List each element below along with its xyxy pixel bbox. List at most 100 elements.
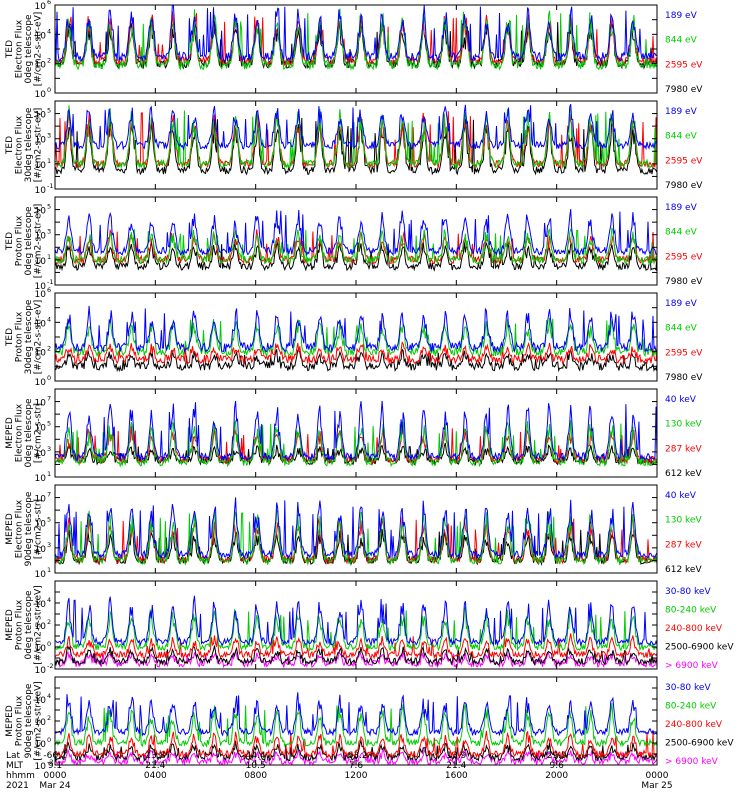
y-tick-exponent: 6: [47, 0, 51, 6]
x-tick-label: 9.6: [550, 761, 565, 771]
y-tick-label: 10: [35, 136, 47, 146]
y-tick-exponent: 2: [47, 345, 51, 353]
x-tick-label: 2000: [545, 771, 568, 781]
legend-entry: 2595 eV: [665, 252, 703, 262]
x-row-label: MLT: [6, 761, 24, 771]
y-axis-label-line: 0deg telescope: [24, 398, 34, 468]
y-tick-exponent: -1: [47, 278, 53, 286]
legend-entry: 189 eV: [665, 11, 698, 21]
legend-entry: 7980 eV: [665, 85, 703, 95]
series-line-80-240-kev: [55, 702, 657, 748]
y-axis-label-line: MEPED: [5, 513, 15, 545]
series-line-612-kev: [55, 442, 657, 467]
y-tick-exponent: 1: [47, 470, 51, 478]
y-tick-label: 10: [35, 378, 47, 388]
y-tick-label: 10: [35, 520, 47, 530]
y-tick-label: 10: [35, 207, 47, 217]
x-tick-label: 1600: [445, 771, 468, 781]
y-tick-label: 10: [35, 290, 47, 300]
legend-entry: 7980 eV: [665, 181, 703, 191]
legend-entry: 2500-6900 keV: [665, 643, 734, 653]
series-line-130-kev: [55, 508, 657, 566]
y-tick-label: 10: [35, 600, 47, 610]
y-tick-exponent: 3: [47, 445, 51, 453]
y-tick-exponent: -2: [47, 662, 53, 670]
series-line-40-kev: [55, 497, 657, 560]
legend-entry: 287 keV: [665, 540, 702, 550]
y-axis-label-line: Electron Flux: [15, 499, 25, 558]
y-tick-label: 10: [35, 622, 47, 632]
y-tick-exponent: 0: [47, 86, 51, 94]
y-axis-label-line: 0deg telescope: [24, 206, 34, 276]
y-tick-label: 10: [35, 349, 47, 359]
y-axis-label-line: 90deg telescope: [24, 683, 34, 758]
legend-entry: 30-80 keV: [665, 683, 711, 693]
x-tick-label: 0800: [244, 771, 267, 781]
x-row-label: 2021: [6, 781, 29, 791]
y-tick-label: 10: [35, 718, 47, 728]
y-axis-label-line: TED: [5, 232, 15, 251]
y-axis-label-line: Proton Flux: [15, 215, 25, 266]
x-tick-label: 0000: [646, 771, 669, 781]
y-axis-label-line: MEPED: [5, 417, 15, 449]
legend-entry: 240-800 keV: [665, 624, 723, 634]
y-tick-label: 10: [35, 570, 47, 580]
series-line-7980-ev: [55, 347, 657, 373]
y-axis-label-line: Electron Flux: [15, 403, 25, 462]
y-tick-label: 10: [35, 740, 47, 750]
y-tick-exponent: 6: [47, 286, 51, 294]
y-tick-label: 10: [35, 257, 47, 267]
y-tick-label: 10: [35, 31, 47, 41]
x-tick-label: 0000: [44, 771, 67, 781]
y-axis-label-line: TED: [5, 328, 15, 347]
y-axis-label-line: Proton Flux: [15, 311, 25, 362]
y-axis-label-line: MEPED: [5, 609, 15, 641]
x-date-label: Mar 25: [641, 781, 672, 791]
series-line-2500-6900-kev: [55, 645, 657, 667]
y-tick-label: 10: [35, 449, 47, 459]
x-date-label: Mar 24: [39, 781, 71, 791]
y-tick-label: 10: [35, 644, 47, 654]
legend-entry: 844 eV: [665, 36, 698, 46]
legend-entry: 844 eV: [665, 132, 698, 142]
y-tick-label: 10: [35, 90, 47, 100]
legend-entry: 2500-6900 keV: [665, 739, 734, 749]
legend-entry: 844 eV: [665, 228, 698, 238]
legend-entry: 240-800 keV: [665, 720, 723, 730]
legend-entry: 612 keV: [665, 565, 702, 575]
y-tick-label: 10: [35, 696, 47, 706]
series-line-2595-ev: [55, 341, 657, 366]
y-tick-exponent: 5: [47, 203, 51, 211]
y-tick-label: 10: [35, 186, 47, 196]
legend-entry: 189 eV: [665, 203, 698, 213]
series-line-80-240-kev: [55, 606, 657, 652]
y-tick-exponent: 3: [47, 132, 51, 140]
y-axis-label-line: MEPED: [5, 705, 15, 737]
y-tick-exponent: -2: [47, 758, 53, 766]
x-tick-label: 44.4: [246, 751, 266, 761]
y-tick-exponent: 0: [47, 640, 51, 648]
y-tick-label: 10: [35, 282, 47, 292]
y-tick-exponent: 0: [47, 736, 51, 744]
x-tick-label: -63.2: [344, 751, 367, 761]
y-axis-label-line: Electron Flux: [15, 19, 25, 78]
x-row-label: Lat: [6, 751, 21, 761]
legend-entry: 189 eV: [665, 107, 698, 117]
y-tick-exponent: 5: [47, 107, 51, 115]
series-line-189-ev: [55, 104, 657, 151]
series-line-240-800-kev: [55, 633, 657, 660]
y-tick-exponent: 3: [47, 228, 51, 236]
y-axis-label-line: [#/cm2-s-str]: [34, 499, 44, 559]
y-tick-label: 10: [35, 232, 47, 242]
y-tick-label: 10: [35, 424, 47, 434]
y-tick-exponent: 2: [47, 57, 51, 65]
y-axis-label-line: [#/cm2-s-str-eV]: [34, 300, 44, 375]
panel-frame: [54, 388, 658, 478]
